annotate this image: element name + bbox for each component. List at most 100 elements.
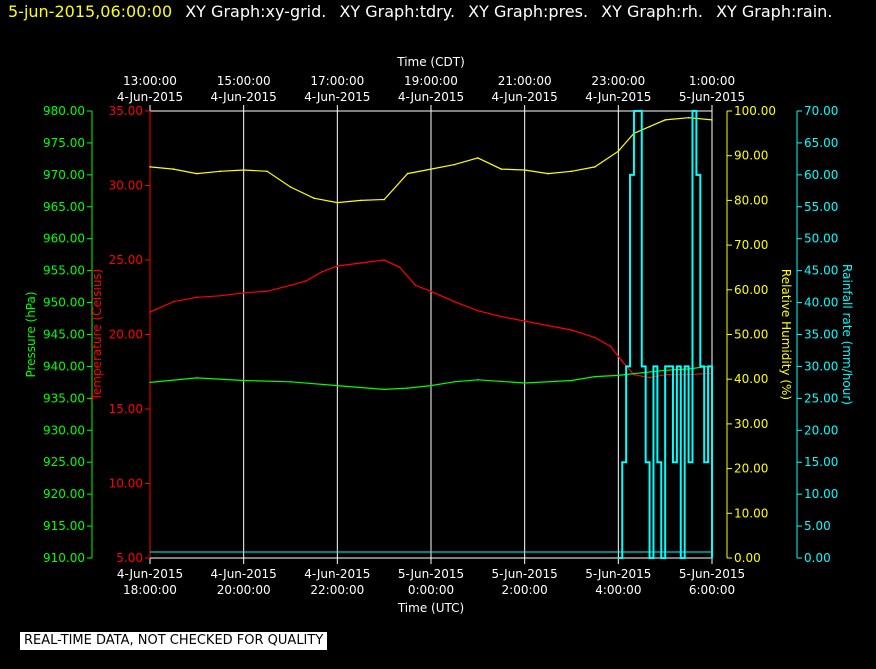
data-point-pres xyxy=(383,388,385,391)
data-point-pres xyxy=(149,381,151,384)
data-point-rain xyxy=(672,461,674,464)
temperature-tick-label: 25.00 xyxy=(109,253,143,267)
data-point-tdry xyxy=(266,290,268,293)
x-top-tick-date: 4-Jun-2015 xyxy=(492,90,558,104)
x-bottom-tick-time: 6:00:00 xyxy=(689,583,735,597)
humidity-tick-label: 40.00 xyxy=(734,372,768,386)
data-point-tdry xyxy=(320,271,323,273)
pressure-axis-label: Pressure (hPa) xyxy=(24,291,38,377)
data-point-tdry xyxy=(242,291,245,294)
x-bottom-tick-time: 2:00:00 xyxy=(502,583,548,597)
x-top-axis-label: Time (CDT) xyxy=(396,55,465,69)
data-point-tdry xyxy=(398,266,401,269)
data-point-tdry xyxy=(633,373,635,376)
x-bottom-tick-date: 5-Jun-2015 xyxy=(585,567,651,581)
rain-tick-label: 30.00 xyxy=(804,359,838,373)
humidity-tick-label: 20.00 xyxy=(734,462,768,476)
data-point-rain xyxy=(656,461,659,464)
data-point-rain xyxy=(648,557,651,559)
x-top-tick-date: 4-Jun-2015 xyxy=(211,90,277,104)
data-point-rain xyxy=(621,461,624,464)
data-point-pres xyxy=(640,372,643,374)
data-point-tdry xyxy=(648,376,651,379)
pressure-tick-label: 965.00 xyxy=(43,200,85,214)
x-top-tick-date: 4-Jun-2015 xyxy=(398,90,464,104)
data-point-tdry xyxy=(336,265,339,267)
x-top-tick-date: 5-Jun-2015 xyxy=(679,90,745,104)
data-point-rh xyxy=(172,168,175,170)
rain-tick-label: 0.00 xyxy=(804,551,831,565)
data-point-tdry xyxy=(609,345,612,348)
rain-tick-label: 70.00 xyxy=(804,104,838,118)
x-top-tick-date: 4-Jun-2015 xyxy=(304,90,370,104)
data-point-rain xyxy=(711,557,713,559)
x-top-tick-time: 17:00:00 xyxy=(310,74,364,88)
data-point-tdry xyxy=(289,284,292,287)
temperature-tick-label: 10.00 xyxy=(109,477,143,491)
data-point-pres xyxy=(430,384,432,387)
humidity-tick-label: 30.00 xyxy=(734,417,768,431)
data-point-tdry xyxy=(621,360,624,363)
data-point-rh xyxy=(594,166,596,168)
x-bottom-tick-time: 22:00:00 xyxy=(310,583,364,597)
data-point-rain xyxy=(644,461,647,464)
data-point-rh xyxy=(219,170,222,173)
data-point-pres xyxy=(594,375,596,378)
data-point-tdry xyxy=(383,259,385,261)
rain-axis-label: Rainfall rate (mm/hour) xyxy=(840,264,854,405)
humidity-tick-label: 50.00 xyxy=(734,328,768,342)
x-bottom-tick-time: 4:00:00 xyxy=(595,583,641,597)
series-line-rain xyxy=(618,110,713,559)
data-point-rh xyxy=(406,172,409,175)
data-point-tdry xyxy=(219,294,222,297)
data-point-pres xyxy=(570,379,573,382)
humidity-tick-label: 10.00 xyxy=(734,506,768,520)
quality-notice: REAL-TIME DATA, NOT CHECKED FOR QUALITY xyxy=(20,632,328,650)
series-line-rh xyxy=(149,117,713,204)
axis-layer: 4-Jun-2015 18:00:00 13:00:00 4-Jun-2015 4-Ju… xyxy=(24,55,854,615)
data-point-tdry xyxy=(430,290,432,293)
x-top-tick-time: 15:00:00 xyxy=(217,74,271,88)
data-point-rain xyxy=(637,110,639,112)
header-item-rain: XY Graph:rain. xyxy=(716,2,833,21)
data-point-rh xyxy=(547,172,549,175)
data-point-rain xyxy=(695,174,698,176)
x-top-tick-time: 1:00:00 xyxy=(689,74,735,88)
pressure-tick-label: 925.00 xyxy=(43,455,85,469)
data-point-rh xyxy=(196,172,198,175)
data-point-rain xyxy=(633,110,635,112)
data-point-rh xyxy=(149,166,151,168)
header-date: 5-jun-2015,06:00:00 xyxy=(8,2,173,21)
data-point-rh xyxy=(336,201,339,204)
data-point-pres xyxy=(196,377,198,379)
data-point-rain xyxy=(679,557,682,559)
data-point-tdry xyxy=(547,324,549,327)
x-top-tick-time: 19:00:00 xyxy=(404,74,458,88)
data-point-pres xyxy=(523,382,526,384)
data-point-rain xyxy=(617,557,620,559)
temperature-tick-label: 35.00 xyxy=(109,104,143,118)
x-top-tick-time: 21:00:00 xyxy=(498,74,552,88)
x-top-tick-time: 13:00:00 xyxy=(123,74,177,88)
temperature-tick-label: 5.00 xyxy=(116,551,143,565)
header-item-xy-grid: XY Graph:xy-grid. xyxy=(185,2,327,21)
data-point-tdry xyxy=(359,262,362,264)
data-point-rh xyxy=(383,198,385,201)
pressure-tick-label: 945.00 xyxy=(43,328,85,342)
data-point-rain xyxy=(640,365,643,368)
data-point-tdry xyxy=(305,280,307,282)
data-point-rh xyxy=(617,150,620,153)
temperature-tick-label: 30.00 xyxy=(109,179,143,193)
x-bottom-tick-date: 5-Jun-2015 xyxy=(679,567,745,581)
data-point-tdry xyxy=(523,320,526,322)
data-point-pres xyxy=(453,380,456,383)
data-point-rh xyxy=(477,157,479,159)
header-item-tdry: XY Graph:tdry. xyxy=(339,2,456,21)
pressure-tick-label: 975.00 xyxy=(43,136,85,150)
pressure-tick-label: 910.00 xyxy=(43,551,85,565)
data-point-rh xyxy=(523,169,526,171)
data-point-rh xyxy=(711,119,713,121)
rain-tick-label: 20.00 xyxy=(804,423,838,437)
pressure-tick-label: 980.00 xyxy=(43,104,85,118)
data-point-rh xyxy=(453,163,456,166)
